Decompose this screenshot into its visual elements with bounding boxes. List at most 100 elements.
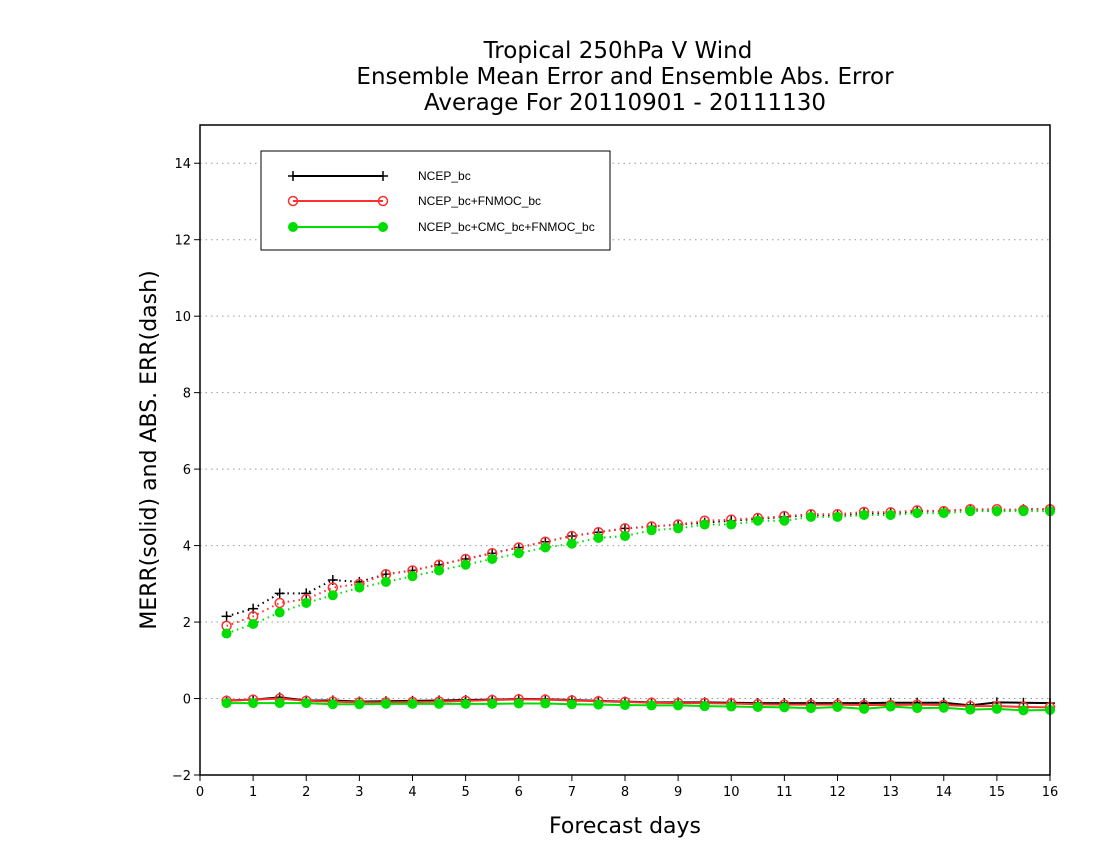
abs-err-point — [487, 553, 498, 564]
x-axis-ticks: 0 1 2 3 4 5 6 7 8 9 10 11 12 13 14 15 16 — [196, 775, 1058, 800]
x-axis-label: Forecast days — [549, 814, 701, 839]
abs-err-point — [221, 611, 232, 622]
merr-point — [540, 698, 551, 709]
legend-marker — [378, 222, 388, 232]
y-tick-label: 2 — [183, 616, 191, 631]
abs-err-point — [885, 510, 896, 520]
abs-err-point — [805, 511, 816, 522]
x-tick-label: 3 — [355, 785, 363, 800]
abs-err-point — [726, 519, 737, 530]
legend-marker — [377, 195, 389, 207]
legend-label: NCEP_bc+CMC_bc+FNMOC_bc — [418, 220, 595, 234]
abs-err-line — [226, 510, 1050, 635]
merr-point — [991, 703, 1002, 714]
y-tick-label: 8 — [183, 387, 191, 402]
x-tick-label: 5 — [461, 785, 469, 800]
x-tick-label: 12 — [829, 785, 846, 800]
merr-point — [460, 698, 471, 709]
x-tick-label: 16 — [1042, 785, 1059, 800]
abs-err-point — [434, 565, 445, 576]
y-tick-label: 14 — [174, 157, 191, 172]
merr-point — [221, 698, 232, 709]
merr-point — [354, 699, 365, 710]
merr-point — [327, 699, 338, 710]
legend-marker — [287, 195, 299, 207]
abs-err-point — [274, 607, 285, 618]
abs-err-point — [779, 515, 790, 526]
legend-label: NCEP_bc — [418, 169, 471, 183]
y-tick-label: 12 — [174, 234, 191, 249]
legend-item: NCEP_bc — [288, 169, 471, 183]
y-tick-label: 6 — [183, 463, 191, 478]
chart-title-line-1: Tropical 250hPa V Wind — [483, 38, 753, 64]
merr-point — [726, 701, 737, 712]
y-tick-label: 4 — [183, 540, 191, 555]
merr-point — [752, 701, 763, 712]
abs-err-point — [593, 532, 604, 543]
merr-point — [673, 700, 684, 711]
merr-point — [248, 698, 259, 709]
abs-err-point — [221, 628, 232, 639]
abs-err-point — [248, 618, 259, 629]
merr-point — [938, 702, 949, 713]
abs-err-line — [226, 508, 1050, 618]
abs-err-point — [965, 506, 976, 517]
x-tick-label: 10 — [723, 785, 740, 800]
abs-err-point — [274, 597, 285, 609]
merr-point — [593, 699, 604, 710]
x-tick-label: 13 — [882, 785, 899, 800]
legend: NCEP_bc NCEP_bc+FNMOC_bc NCEP_bc+CMC_bc+FN… — [260, 150, 611, 251]
abs-err-point — [566, 538, 577, 549]
abs-err-point — [301, 597, 312, 608]
merr-point — [859, 703, 870, 714]
abs-err-point — [327, 590, 338, 601]
legend-item: NCEP_bc+CMC_bc+FNMOC_bc — [288, 220, 595, 234]
x-tick-label: 7 — [568, 785, 576, 800]
abs-err-point — [620, 531, 630, 542]
abs-err-point — [938, 508, 949, 519]
merr-point — [566, 699, 577, 710]
abs-err-point — [460, 559, 471, 570]
merr-point — [779, 702, 790, 713]
x-tick-label: 1 — [249, 785, 257, 800]
merr-point — [805, 703, 816, 714]
merr-point — [301, 698, 312, 709]
abs-err-point — [752, 515, 763, 526]
legend-label: NCEP_bc+FNMOC_bc — [418, 194, 541, 208]
abs-err-point — [274, 588, 285, 599]
series-ncep-bc-cmc-bc-fnmoc-bc — [221, 506, 1055, 716]
abs-err-point — [832, 511, 843, 522]
merr-point — [434, 698, 445, 709]
chart-title: Tropical 250hPa V Wind Ensemble Mean Err… — [356, 38, 894, 116]
x-tick-label: 2 — [302, 785, 310, 800]
abs-err-point — [301, 588, 312, 599]
merr-point — [274, 698, 285, 709]
x-tick-label: 4 — [408, 785, 416, 800]
abs-err-point — [1018, 506, 1029, 517]
y-tick-label: 0 — [183, 693, 191, 708]
merr-point — [487, 698, 498, 709]
abs-err-point — [912, 508, 923, 519]
merr-point — [832, 701, 843, 712]
y-axis-ticks: −2 0 2 4 6 8 10 12 14 — [172, 157, 200, 784]
x-tick-label: 8 — [621, 785, 629, 800]
x-tick-label: 6 — [515, 785, 523, 800]
y-axis-label: MERR(solid) and ABS. ERR(dash) — [137, 270, 162, 629]
abs-err-point — [354, 582, 365, 593]
merr-point — [380, 698, 391, 709]
y-tick-label: 10 — [174, 310, 191, 325]
merr-point — [699, 701, 710, 712]
abs-err-point — [859, 510, 870, 520]
abs-err-point — [540, 542, 551, 553]
merr-point — [1018, 705, 1029, 716]
abs-err-line — [226, 508, 1051, 627]
abs-err-point — [699, 519, 710, 530]
x-tick-label: 14 — [935, 785, 952, 800]
x-tick-label: 15 — [989, 785, 1006, 800]
legend-marker — [378, 171, 388, 181]
series-ncep-bc — [221, 504, 1055, 711]
merr-point — [885, 701, 896, 712]
legend-item: NCEP_bc+FNMOC_bc — [287, 194, 541, 208]
merr-point — [407, 698, 418, 709]
